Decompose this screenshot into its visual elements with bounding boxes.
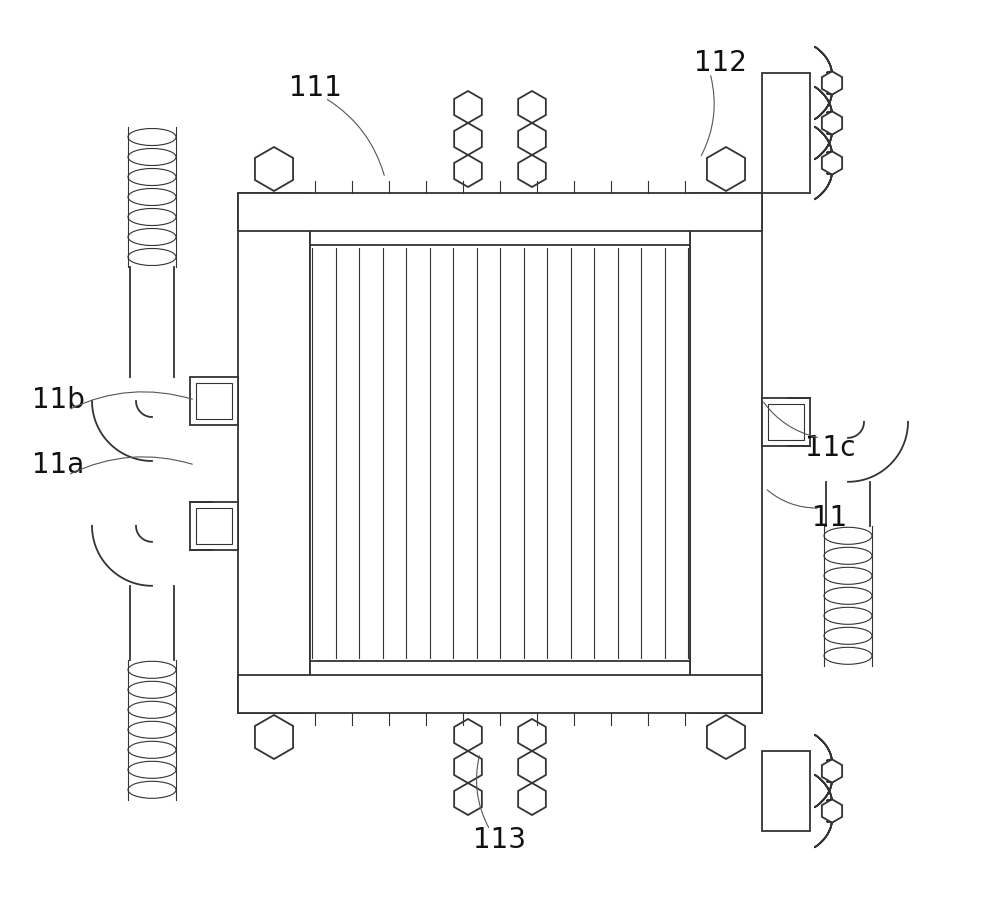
Ellipse shape [128,129,176,145]
Ellipse shape [128,229,176,245]
Ellipse shape [824,627,872,645]
Ellipse shape [128,741,176,758]
Text: 11a: 11a [32,451,84,479]
Polygon shape [707,715,745,759]
Polygon shape [255,715,293,759]
Ellipse shape [824,568,872,585]
Bar [196,383,232,419]
Polygon shape [814,126,832,153]
Polygon shape [814,133,832,160]
Text: 11b: 11b [32,386,84,414]
Polygon shape [814,821,832,847]
Ellipse shape [128,721,176,738]
Polygon shape [822,759,842,783]
Polygon shape [454,91,482,123]
Polygon shape [822,152,842,174]
Bar [238,193,762,231]
Polygon shape [518,123,546,155]
Ellipse shape [128,681,176,698]
Ellipse shape [824,548,872,564]
Text: 113: 113 [474,826,526,854]
Bar [762,398,810,446]
Text: 111: 111 [289,74,341,102]
Polygon shape [814,94,832,120]
Bar [196,508,232,544]
Ellipse shape [824,528,872,544]
Polygon shape [814,735,832,761]
Bar [190,502,238,550]
Polygon shape [518,783,546,815]
Polygon shape [814,173,832,200]
Ellipse shape [824,647,872,665]
Polygon shape [518,91,546,123]
Ellipse shape [824,607,872,625]
Polygon shape [518,155,546,187]
Polygon shape [454,155,482,187]
Polygon shape [814,46,832,73]
Bar [190,377,238,425]
Ellipse shape [128,701,176,718]
Bar [762,751,810,831]
Bar [238,675,762,713]
Bar [768,404,804,439]
Polygon shape [454,783,482,815]
Polygon shape [814,781,832,807]
Polygon shape [255,147,293,191]
Ellipse shape [128,761,176,778]
Polygon shape [518,751,546,783]
Polygon shape [822,799,842,823]
Bar [690,193,762,713]
Polygon shape [707,147,745,191]
Polygon shape [454,751,482,783]
Ellipse shape [128,781,176,798]
Ellipse shape [824,587,872,605]
Polygon shape [454,123,482,155]
Ellipse shape [128,661,176,678]
Bar [762,73,810,193]
Polygon shape [454,719,482,751]
Polygon shape [814,775,832,801]
Ellipse shape [128,189,176,205]
Bar [310,661,690,693]
Ellipse shape [128,149,176,165]
Ellipse shape [128,209,176,225]
Polygon shape [822,72,842,94]
Polygon shape [814,86,832,113]
Polygon shape [518,719,546,751]
Text: 112: 112 [694,49,746,77]
Ellipse shape [128,169,176,185]
Bar [238,193,310,713]
Text: 11c: 11c [805,434,855,462]
Bar [310,213,690,693]
Ellipse shape [128,249,176,265]
Polygon shape [822,112,842,134]
Text: 11: 11 [812,504,848,532]
Bar [310,213,690,245]
